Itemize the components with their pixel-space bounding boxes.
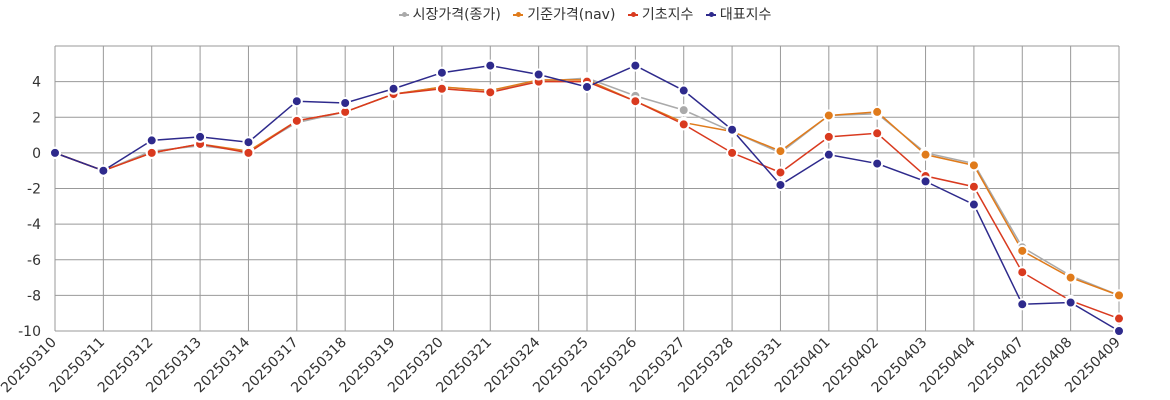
series-point-1 [822, 109, 835, 122]
series-point-3 [194, 130, 207, 143]
legend-label-market-price: 시장가격(종가) [412, 7, 501, 23]
series-point-1 [919, 148, 932, 161]
y-tick-label: 4 [32, 75, 41, 91]
legend-label-base-index: 기초지수 [641, 7, 694, 23]
series-point-3 [387, 82, 400, 95]
legend-swatch-market-price [398, 12, 409, 17]
series-point-3 [677, 84, 690, 97]
series-point-1 [1064, 271, 1077, 284]
legend-swatch-rep-index [705, 12, 716, 17]
series-point-3 [1064, 296, 1077, 309]
series-point-3 [871, 157, 884, 170]
y-tick-label: 0 [32, 146, 41, 162]
series-point-2 [145, 146, 158, 159]
series-point-1 [774, 145, 787, 158]
series-points [49, 59, 1125, 337]
series-point-2 [822, 130, 835, 143]
series-point-1 [1113, 289, 1125, 302]
y-axis-ticks: -10 -8 -6 -4 -2 0 2 4 [18, 75, 41, 340]
y-tick-label: -8 [27, 288, 41, 304]
legend-item-market-price[interactable]: 시장가격(종가) [398, 4, 501, 24]
series-point-3 [242, 136, 255, 149]
series-point-3 [97, 164, 110, 177]
series-point-3 [49, 146, 61, 159]
series-point-3 [726, 123, 739, 136]
series-point-2 [774, 166, 787, 179]
series-point-3 [290, 95, 303, 108]
series-point-2 [435, 82, 448, 95]
legend-item-rep-index[interactable]: 대표지수 [705, 4, 772, 24]
y-tick-label: -6 [27, 253, 41, 269]
series-point-3 [435, 66, 448, 79]
series-point-0 [677, 104, 690, 117]
legend: 시장가격(종가) 기준가격(nav) 기초지수 대표지수 [0, 4, 1170, 24]
series-point-3 [919, 175, 932, 188]
series-point-2 [677, 118, 690, 131]
legend-item-base-index[interactable]: 기초지수 [627, 4, 694, 24]
series-point-3 [484, 59, 497, 72]
y-tick-label: -10 [18, 324, 41, 340]
legend-swatch-base-index [627, 12, 638, 17]
series-point-2 [967, 180, 980, 193]
x-axis-ticks: 2025031020250311202503122025031320250314… [0, 334, 1124, 396]
y-tick-label: 2 [32, 110, 41, 126]
series-point-2 [726, 146, 739, 159]
series-point-3 [1016, 298, 1029, 311]
y-tick-label: -4 [27, 217, 41, 233]
series-point-3 [629, 59, 642, 72]
series-point-1 [967, 159, 980, 172]
legend-label-rep-index: 대표지수 [719, 7, 772, 23]
legend-label-nav: 기준가격(nav) [527, 7, 616, 23]
series-point-3 [145, 134, 158, 147]
series-point-2 [484, 86, 497, 99]
series-point-2 [629, 95, 642, 108]
series-point-3 [532, 68, 545, 81]
series-point-1 [1016, 244, 1029, 257]
series-point-2 [871, 127, 884, 140]
series-point-3 [822, 148, 835, 161]
y-tick-label: -2 [27, 182, 41, 198]
series-point-3 [339, 97, 352, 109]
series-point-2 [290, 114, 303, 127]
series-point-3 [1113, 325, 1125, 337]
series-point-3 [967, 198, 980, 211]
legend-item-nav[interactable]: 기준가격(nav) [513, 4, 615, 24]
legend-swatch-nav [513, 12, 524, 17]
series-point-2 [1113, 312, 1125, 325]
series-point-3 [581, 80, 593, 93]
series-point-3 [774, 178, 787, 191]
series-point-2 [242, 146, 255, 159]
series-point-2 [1016, 266, 1029, 279]
series-point-1 [871, 105, 884, 118]
